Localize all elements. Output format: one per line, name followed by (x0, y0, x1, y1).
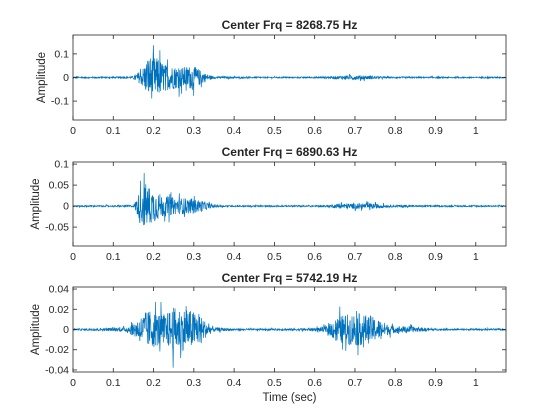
x-tick-label: 1 (473, 251, 479, 263)
x-tick-label: 1 (473, 125, 479, 137)
x-tick-label: 0.3 (187, 377, 202, 389)
y-tick-label: -0.02 (45, 344, 69, 356)
x-tick-label: 0.6 (307, 251, 322, 263)
x-tick-label: 0.3 (187, 251, 202, 263)
x-tick-label: 0.6 (307, 125, 322, 137)
x-tick-label: 0.1 (106, 377, 121, 389)
y-tick-label: -0.04 (45, 364, 69, 376)
x-tick-label: 0.8 (388, 125, 403, 137)
x-tick-label: 0.9 (428, 377, 443, 389)
x-tick-label: 0.7 (348, 251, 363, 263)
x-tick-label: 0.3 (187, 125, 202, 137)
subplot-1-title: Center Frq = 8268.75 Hz (222, 18, 358, 32)
x-tick-label: 0.4 (227, 251, 242, 263)
x-tick-label: 0.2 (146, 377, 161, 389)
x-axis-label: Time (sec) (263, 392, 317, 404)
x-tick-label: 0.9 (428, 251, 443, 263)
subplot-1-ylabel: Amplitude (36, 52, 48, 103)
subplot-1: Center Frq = 8268.75 Hz Amplitude 0 0.1 0.… (36, 18, 507, 137)
subplot-3-title: Center Frq = 5742.19 Hz (222, 271, 358, 285)
subplot-2-axes-box (72, 161, 507, 247)
x-tick-label: 0.8 (388, 251, 403, 263)
x-tick-label: 0.5 (267, 251, 282, 263)
y-tick-label: -0.05 (45, 222, 69, 234)
x-tick-label: 0.7 (348, 125, 363, 137)
y-tick-label: -0.1 (51, 96, 69, 108)
subplot-1-waveform (72, 45, 507, 99)
y-tick-label: 0 (63, 201, 69, 213)
x-tick-label: 0.8 (388, 377, 403, 389)
x-tick-label: 0.1 (106, 125, 121, 137)
x-tick-label: 0 (70, 377, 76, 389)
x-tick-label: 0.5 (267, 125, 282, 137)
x-tick-label: 0.5 (267, 377, 282, 389)
x-tick-label: 0.4 (227, 377, 242, 389)
y-tick-label: 0.05 (49, 180, 70, 192)
x-tick-label: 0 (70, 125, 76, 137)
subplot-2-waveform (72, 172, 507, 226)
y-tick-label: 0 (63, 324, 69, 336)
x-tick-label: 1 (473, 377, 479, 389)
y-tick-label: 0.02 (49, 304, 70, 316)
subplot-2-title: Center Frq = 6890.63 Hz (222, 145, 358, 159)
subplot-2: Center Frq = 6890.63 Hz Amplitude 0 0.1 0.… (30, 145, 507, 263)
x-tick-label: 0.7 (348, 377, 363, 389)
x-tick-label: 0.6 (307, 377, 322, 389)
subplot-3-ylabel: Amplitude (30, 304, 42, 355)
x-tick-label: 0.2 (146, 125, 161, 137)
x-tick-label: 0.4 (227, 125, 242, 137)
x-tick-label: 0.9 (428, 125, 443, 137)
y-tick-label: 0.1 (54, 48, 69, 60)
y-tick-label: 0.1 (54, 159, 69, 171)
x-tick-label: 0.2 (146, 251, 161, 263)
subplot-3-waveform (72, 301, 507, 368)
subplot-3: Center Frq = 5742.19 Hz Amplitude Time (… (30, 271, 507, 404)
x-tick-label: 0 (70, 251, 76, 263)
y-tick-label: 0 (63, 72, 69, 84)
subplot-2-ylabel: Amplitude (30, 178, 42, 229)
y-tick-label: 0.04 (49, 284, 70, 296)
x-tick-label: 0.1 (106, 251, 121, 263)
